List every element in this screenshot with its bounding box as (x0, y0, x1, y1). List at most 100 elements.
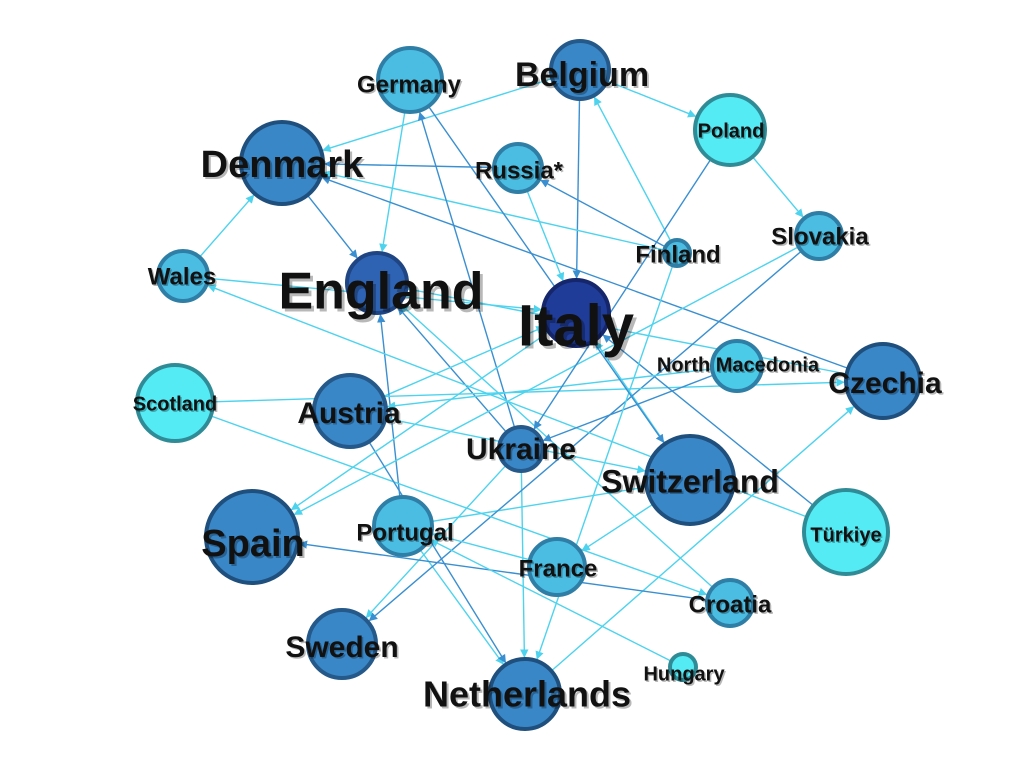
node-label-turkiye: Türkiye (810, 524, 881, 546)
node-label-wales: Wales (148, 263, 216, 290)
edge-slovakia-to-spain (293, 246, 800, 516)
edge-northmacedonia-to-austria (386, 368, 713, 410)
edge-hungary-to-portugal (429, 539, 672, 662)
node-label-shadow: Spain (203, 525, 306, 567)
node-netherlands[interactable] (488, 657, 562, 731)
node-belgium[interactable] (549, 39, 611, 101)
node-label-shadow: Portugal (358, 521, 455, 548)
node-label-shadow: Poland (699, 122, 766, 144)
edge-croatia-to-spain (298, 540, 708, 601)
node-italy[interactable] (541, 278, 611, 348)
edge-poland-to-ukraine (533, 158, 712, 430)
node-turkiye[interactable] (802, 488, 890, 576)
node-germany[interactable] (376, 46, 444, 114)
edge-ukraine-to-netherlands (520, 470, 529, 658)
node-label-england: England (278, 263, 483, 321)
node-label-northmacedonia: North Macedonia (657, 354, 820, 376)
node-slovakia[interactable] (794, 211, 844, 261)
edge-croatia-to-england (400, 303, 714, 589)
node-portugal[interactable] (372, 495, 434, 557)
node-label-shadow: Sweden (287, 633, 400, 666)
node-label-netherlands: Netherlands (423, 674, 631, 715)
node-label-poland: Poland (698, 120, 765, 142)
node-label-italy: Italy (518, 293, 634, 358)
node-sweden[interactable] (306, 608, 378, 680)
node-label-shadow: Austria (299, 399, 403, 432)
node-label-shadow: Italy (521, 297, 637, 362)
node-label-france: France (519, 555, 598, 582)
edge-finland-to-russia (540, 179, 666, 248)
node-label-shadow: Switzerland (603, 465, 781, 501)
node-label-finland: Finland (635, 241, 720, 268)
node-ukraine[interactable] (497, 425, 545, 473)
edge-northmacedonia-to-ukraine (542, 374, 714, 442)
node-label-shadow: England (281, 266, 486, 324)
node-scotland[interactable] (135, 363, 215, 443)
node-label-sweden: Sweden (285, 631, 398, 664)
edge-denmark-to-england (306, 194, 358, 259)
edge-poland-to-slovakia (751, 156, 804, 218)
node-label-shadow: Ukraine (468, 435, 578, 468)
node-france[interactable] (527, 537, 587, 597)
edge-wales-to-denmark (198, 194, 255, 258)
edge-czechia-to-england (407, 286, 847, 375)
edge-austria-to-netherlands (368, 441, 507, 664)
edge-belgium-to-denmark (322, 77, 553, 152)
node-label-shadow: Croatia (690, 593, 773, 620)
node-label-scotland: Scotland (133, 393, 217, 415)
edge-switzerland-to-italy (595, 341, 666, 445)
node-label-croatia: Croatia (689, 591, 772, 618)
edge-ukraine-to-england (397, 306, 508, 433)
edge-germany-to-england (379, 111, 406, 253)
node-label-slovakia: Slovakia (771, 223, 869, 250)
node-label-shadow: Hungary (645, 665, 727, 687)
node-label-shadow: Netherlands (425, 676, 633, 717)
node-label-shadow: France (520, 557, 599, 584)
node-label-czechia: Czechia (828, 367, 942, 400)
node-label-shadow: Denmark (203, 146, 366, 188)
node-label-shadow: Scotland (134, 395, 218, 417)
node-label-russia: Russia* (475, 157, 564, 184)
edge-italy-to-spain (290, 331, 550, 511)
node-layer (135, 39, 922, 731)
node-hungary[interactable] (668, 652, 698, 682)
node-poland[interactable] (693, 93, 767, 167)
node-england[interactable] (345, 251, 409, 315)
node-northmacedonia[interactable] (710, 339, 764, 393)
edge-russia-to-denmark (324, 159, 495, 169)
edge-france-to-portugal (432, 531, 531, 561)
edge-scotland-to-croatia (210, 415, 708, 596)
edge-ukraine-to-germany (417, 111, 516, 429)
node-label-shadow: Belgium (517, 58, 651, 96)
edge-netherlands-to-czechia (550, 406, 855, 672)
label-layer: ItalyItalyEnglandEnglandDenmarkDenmarkBe… (133, 56, 944, 717)
node-wales[interactable] (156, 249, 210, 303)
edge-russia-to-italy (526, 190, 565, 282)
edge-switzerland-to-france (581, 503, 654, 552)
node-label-shadow: Russia* (476, 159, 565, 186)
node-label-belgium: Belgium (515, 56, 649, 94)
node-austria[interactable] (312, 373, 388, 449)
edge-turkiye-to-italy (602, 334, 814, 507)
node-finland[interactable] (662, 238, 692, 268)
edge-finland-to-belgium (593, 96, 672, 242)
node-denmark[interactable] (239, 120, 325, 206)
node-label-spain: Spain (201, 523, 304, 565)
node-spain[interactable] (204, 489, 300, 585)
node-croatia[interactable] (705, 578, 755, 628)
node-label-switzerland: Switzerland (601, 463, 779, 499)
node-russia[interactable] (492, 142, 544, 194)
node-label-shadow: Wales (149, 265, 217, 292)
edge-finland-to-denmark (323, 170, 665, 251)
edge-portugal-to-netherlands (419, 549, 504, 665)
node-label-austria: Austria (297, 397, 401, 430)
node-czechia[interactable] (844, 342, 922, 420)
edge-germany-to-switzerland (427, 105, 665, 443)
node-label-shadow: Türkiye (812, 526, 883, 548)
node-label-shadow: Slovakia (773, 225, 871, 252)
node-switzerland[interactable] (644, 434, 736, 526)
node-label-ukraine: Ukraine (466, 433, 576, 466)
node-label-shadow: Czechia (830, 369, 944, 402)
node-label-denmark: Denmark (201, 144, 364, 186)
